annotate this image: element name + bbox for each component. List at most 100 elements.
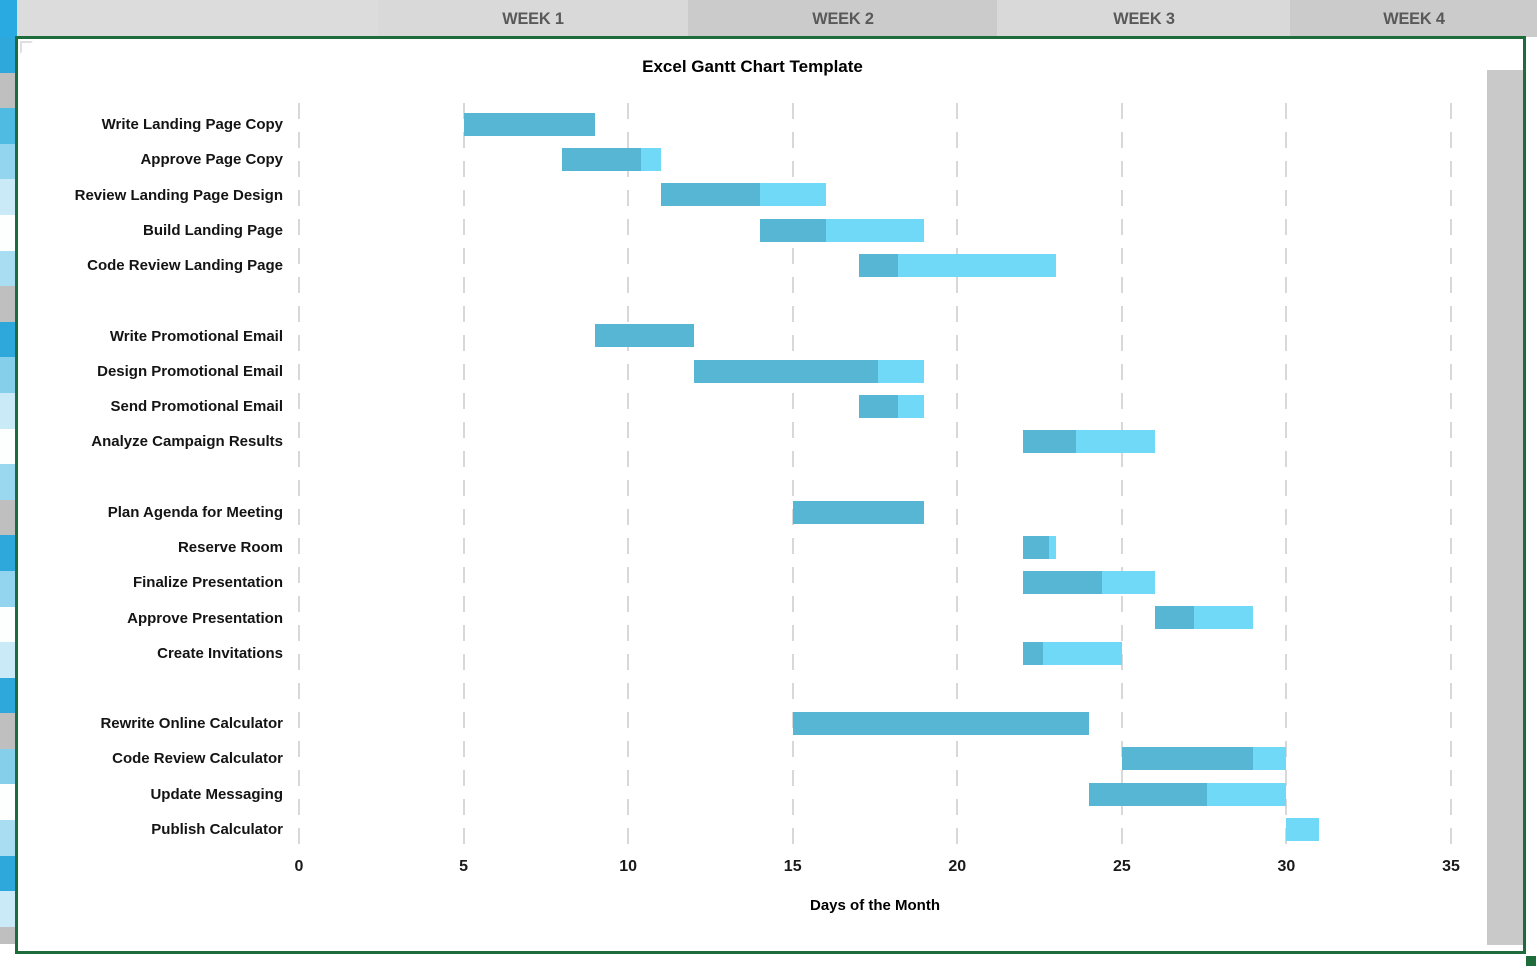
week-cell[interactable]: WEEK 1 (378, 0, 688, 37)
bar-remaining-segment[interactable] (1194, 606, 1254, 630)
bar-complete-segment[interactable] (1088, 782, 1208, 806)
corner-fold-icon (20, 41, 33, 54)
task-label: Plan Agenda for Meeting (107, 503, 283, 521)
strip-segment (0, 748, 17, 785)
bar-complete-segment[interactable] (1121, 747, 1254, 771)
chart-title: Excel Gantt Chart Template (642, 57, 863, 76)
bar-remaining-segment[interactable] (1102, 571, 1155, 595)
row-color-strip (0, 0, 17, 955)
bar-complete-segment[interactable] (1023, 535, 1050, 559)
week-label: WEEK 1 (502, 8, 564, 28)
bar-remaining-segment[interactable] (1253, 747, 1287, 771)
bar-remaining-segment[interactable] (1207, 782, 1287, 806)
bar-remaining-segment[interactable] (878, 359, 925, 383)
gantt-bar[interactable] (1023, 571, 1155, 595)
task-label: Finalize Presentation (132, 574, 283, 592)
gridline (1285, 103, 1288, 848)
bar-complete-segment[interactable] (661, 183, 760, 207)
gantt-bar[interactable] (1154, 606, 1254, 630)
task-label: Write Landing Page Copy (101, 116, 283, 134)
gridline (627, 103, 630, 848)
bar-remaining-segment[interactable] (898, 394, 925, 418)
strip-segment (0, 926, 17, 944)
strip-segment (0, 642, 17, 678)
strip-segment (0, 784, 17, 821)
selection-handle[interactable] (1526, 956, 1536, 966)
gridline (298, 103, 300, 848)
bar-remaining-segment[interactable] (825, 218, 925, 242)
axis-tick-label: 35 (1442, 858, 1460, 875)
bar-complete-segment[interactable] (858, 253, 899, 277)
bar-complete-segment[interactable] (792, 500, 925, 524)
bar-complete-segment[interactable] (693, 359, 879, 383)
right-scrollbar-strip[interactable] (1487, 70, 1523, 945)
gantt-bar[interactable] (661, 183, 826, 207)
week-cell-blank[interactable] (17, 0, 378, 37)
gantt-bar[interactable] (858, 253, 1056, 277)
task-label: Build Landing Page (142, 221, 283, 239)
gantt-bar[interactable] (1023, 535, 1056, 559)
gantt-bar[interactable] (562, 148, 662, 172)
axis-tick-label: 25 (1112, 858, 1131, 875)
axis-tick-label: 0 (294, 858, 304, 875)
week-cell[interactable]: WEEK 3 (997, 0, 1290, 37)
strip-segment (0, 214, 17, 251)
bar-remaining-segment[interactable] (898, 253, 1056, 277)
strip-segment (0, 499, 17, 536)
gantt-chart-frame[interactable]: Excel Gantt Chart Template 0 5 10 15 20 25 30 3… (15, 36, 1526, 954)
strip-segment (0, 321, 17, 358)
gridline (1120, 103, 1123, 848)
task-label: Code Review Landing Page (87, 257, 283, 275)
bar-complete-segment[interactable] (595, 324, 694, 348)
gridline (956, 103, 959, 848)
gantt-bar[interactable] (595, 324, 694, 348)
gantt-bar[interactable] (1088, 782, 1287, 806)
task-label: Review Landing Page Design (74, 186, 283, 204)
bar-complete-segment[interactable] (1023, 641, 1043, 665)
gantt-bar[interactable] (792, 712, 1089, 736)
gantt-bar[interactable] (1121, 747, 1287, 771)
bar-remaining-segment[interactable] (759, 183, 826, 207)
bar-complete-segment[interactable] (1154, 606, 1195, 630)
bar-complete-segment[interactable] (858, 394, 899, 418)
task-label: Update Messaging (150, 785, 283, 803)
bar-complete-segment[interactable] (792, 712, 1089, 736)
bar-complete-segment[interactable] (1023, 430, 1076, 454)
bar-remaining-segment[interactable] (1075, 430, 1155, 454)
gantt-bar[interactable] (1286, 817, 1320, 841)
strip-segment (0, 535, 17, 571)
bar-remaining-segment[interactable] (1286, 817, 1320, 841)
task-label: Design Promotional Email (97, 362, 283, 380)
strip-segment (0, 392, 17, 429)
gantt-bar[interactable] (792, 500, 925, 524)
bar-remaining-segment[interactable] (641, 148, 662, 172)
bar-complete-segment[interactable] (1023, 571, 1103, 595)
bar-remaining-segment[interactable] (1042, 641, 1122, 665)
strip-segment (0, 250, 17, 287)
bar-complete-segment[interactable] (562, 148, 642, 172)
axis-tick-label: 10 (619, 858, 638, 875)
week-cell[interactable]: WEEK 4 (1290, 0, 1537, 37)
gantt-bar[interactable] (1023, 641, 1122, 665)
task-label: Rewrite Online Calculator (100, 715, 283, 733)
task-label: Analyze Campaign Results (91, 433, 283, 451)
axis-tick-label: 20 (948, 858, 967, 875)
gantt-bar[interactable] (693, 359, 925, 383)
gantt-bar[interactable] (759, 218, 925, 242)
gantt-bar[interactable] (463, 113, 596, 136)
strip-segment (0, 570, 17, 607)
strip-segment (0, 713, 17, 749)
x-axis-title: Days of the Month (810, 897, 940, 914)
gantt-bar[interactable] (1023, 430, 1155, 454)
gridline (1449, 103, 1452, 848)
gridline (462, 103, 465, 848)
gantt-bar[interactable] (858, 394, 925, 418)
bar-complete-segment[interactable] (759, 218, 826, 242)
week-cell[interactable]: WEEK 2 (688, 0, 997, 37)
bar-complete-segment[interactable] (463, 113, 596, 136)
week-label: WEEK 4 (1382, 8, 1445, 28)
task-label: Publish Calculator (151, 820, 283, 838)
strip-segment (0, 677, 17, 714)
task-label: Write Promotional Email (109, 327, 283, 345)
bar-remaining-segment[interactable] (1049, 535, 1056, 559)
